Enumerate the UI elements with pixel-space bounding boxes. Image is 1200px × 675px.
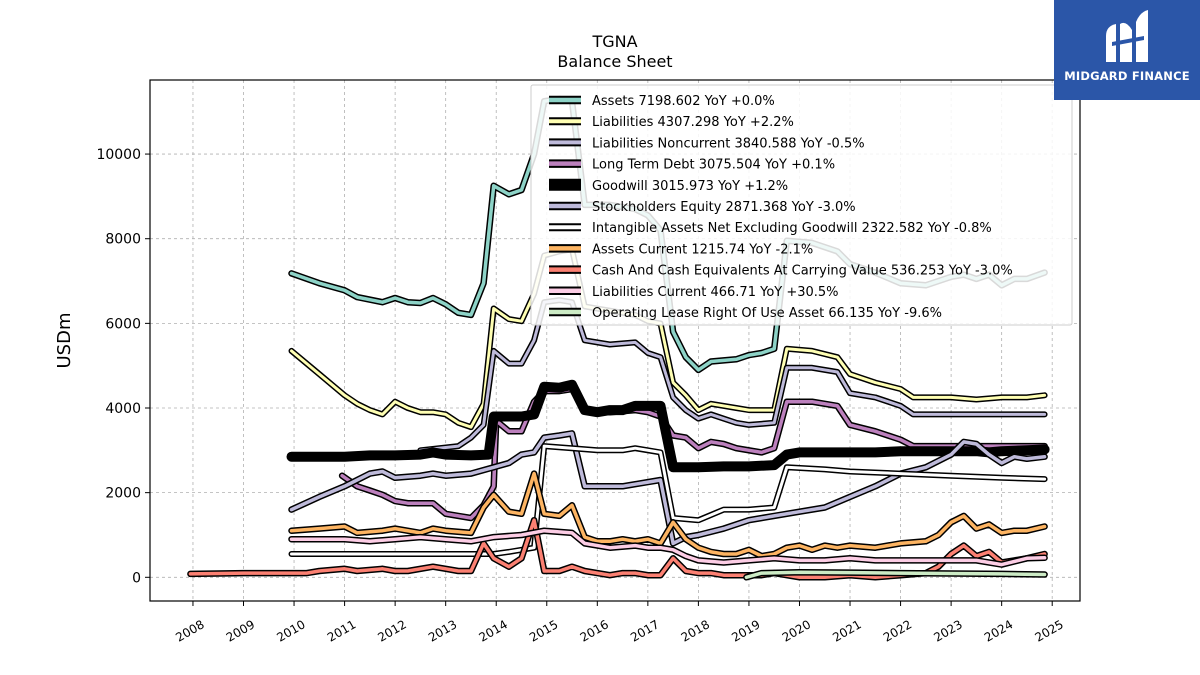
series-line <box>340 387 1047 520</box>
legend: Assets 7198.602 YoY +0.0% Liabilities 430… <box>530 84 1073 326</box>
series-operating-lease-right-of-use-asset <box>743 568 1048 581</box>
legend-label: Liabilities 4307.298 YoY +2.2% <box>592 115 794 130</box>
series-line <box>289 431 1047 546</box>
legend-item: Assets Current 1215.74 YoY -2.1% <box>549 242 813 257</box>
legend-box <box>530 84 1073 326</box>
x-tick-label: 2025 <box>1032 617 1065 644</box>
series-line <box>744 570 1047 580</box>
legend-item: Liabilities Current 466.71 YoY +30.5% <box>549 285 839 300</box>
x-tick-label: 2023 <box>931 617 964 644</box>
x-tick-label: 2009 <box>224 617 257 644</box>
legend-label: Assets 7198.602 YoY +0.0% <box>592 94 775 109</box>
series-line <box>289 471 1047 558</box>
x-tick-label: 2018 <box>679 617 712 644</box>
x-tick-label: 2012 <box>375 617 408 644</box>
legend-item: Stockholders Equity 2871.368 YoY -3.0% <box>549 200 856 215</box>
legend-label: Stockholders Equity 2871.368 YoY -3.0% <box>592 200 856 215</box>
legend-label: Cash And Cash Equivalents At Carrying Va… <box>592 264 1013 279</box>
x-tick-label: 2013 <box>426 617 459 644</box>
y-tick-label: 0 <box>132 570 141 586</box>
plot-frame <box>149 79 1081 602</box>
series-line <box>418 298 1047 452</box>
logo-mark-icon <box>1106 10 1148 62</box>
series-intangible-assets-net-excluding-goodwill <box>288 443 1048 557</box>
legend-label: Intangible Assets Net Excluding Goodwill… <box>592 221 992 236</box>
x-axis: 2008 2009 2010 2011 2012 2013 2014 2015 2016 2017… <box>173 601 1066 645</box>
chart-title: TGNA <box>592 32 638 51</box>
chart-subtitle: Balance Sheet <box>557 52 673 71</box>
series-long-term-debt <box>338 385 1048 522</box>
x-tick-label: 2011 <box>325 617 358 644</box>
x-tick-label: 2024 <box>982 617 1015 644</box>
series-assets-current <box>288 470 1048 560</box>
x-tick-label: 2017 <box>628 617 661 644</box>
chart-title-block: TGNA Balance Sheet <box>150 32 1080 72</box>
series-line <box>290 444 1047 556</box>
legend-label: Assets Current 1215.74 YoY -2.1% <box>592 242 813 257</box>
legend-item: Cash And Cash Equivalents At Carrying Va… <box>549 264 1013 279</box>
x-tick-label: 2014 <box>476 617 509 644</box>
y-tick-label: 2000 <box>105 486 141 502</box>
series-stockholders-equity <box>288 430 1048 547</box>
series-goodwill <box>286 379 1050 473</box>
legend-item: Operating Lease Right Of Use Asset 66.13… <box>549 306 942 321</box>
legend-item: Liabilities 4307.298 YoY +2.2% <box>549 115 794 130</box>
x-tick-label: 2010 <box>274 617 307 644</box>
x-tick-label: 2019 <box>729 617 762 644</box>
x-tick-label: 2022 <box>881 617 914 644</box>
legend-label: Operating Lease Right Of Use Asset 66.13… <box>592 306 942 321</box>
legend-item: Liabilities Noncurrent 3840.588 YoY -0.5… <box>549 136 865 151</box>
legend-item: Long Term Debt 3075.504 YoY +0.1% <box>549 158 835 173</box>
x-tick-label: 2021 <box>830 617 863 644</box>
x-tick-label: 2015 <box>527 617 560 644</box>
y-axis-label: USDm <box>54 313 75 369</box>
legend-label: Liabilities Noncurrent 3840.588 YoY -0.5… <box>592 136 865 151</box>
legend-item: Goodwill 3015.973 YoY +1.2% <box>549 178 788 194</box>
legend-item: Assets 7198.602 YoY +0.0% <box>549 94 775 109</box>
y-tick-label: 8000 <box>105 232 141 248</box>
logo-text: MIDGARD FINANCE <box>1064 69 1190 83</box>
series-line <box>289 528 1047 567</box>
legend-label: Liabilities Current 466.71 YoY +30.5% <box>592 285 839 300</box>
x-tick-label: 2016 <box>578 617 611 644</box>
x-tick-label: 2008 <box>173 617 206 644</box>
midgard-finance-logo: MIDGARD FINANCE <box>1054 0 1200 100</box>
series-liabilities-noncurrent <box>417 297 1048 454</box>
y-axis: 0 2000 4000 6000 8000 10000 USDm <box>54 147 150 586</box>
y-tick-label: 4000 <box>105 401 141 417</box>
legend-label: Goodwill 3015.973 YoY +1.2% <box>592 179 788 194</box>
y-tick-label: 10000 <box>96 147 141 163</box>
legend-label: Long Term Debt 3075.504 YoY +0.1% <box>592 158 835 173</box>
x-tick-label: 2020 <box>780 617 813 644</box>
series-line <box>288 381 1049 471</box>
series-liabilities-current <box>288 527 1048 568</box>
y-tick-label: 6000 <box>105 316 141 332</box>
legend-item: Intangible Assets Net Excluding Goodwill… <box>549 221 992 236</box>
